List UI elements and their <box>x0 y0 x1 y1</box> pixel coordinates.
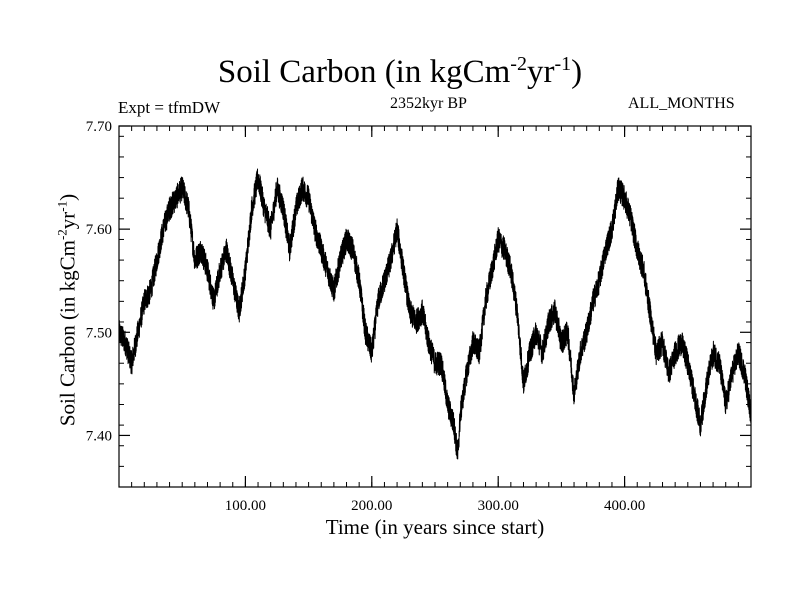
minor-ticks <box>119 126 751 487</box>
chart-subtitle: 2352kyr BP <box>390 95 467 112</box>
y-tick-label: 7.60 <box>86 222 112 238</box>
title-superscript-2: -1 <box>554 53 572 75</box>
x-tick-label: 100.00 <box>225 498 266 514</box>
plot-frame <box>118 125 752 488</box>
months-label: ALL_MONTHS <box>628 95 735 112</box>
experiment-label: Expt = tfmDW <box>118 98 221 117</box>
title-unit-yr: yr <box>526 54 555 90</box>
title-superscript-1: -2 <box>510 53 527 75</box>
y-tick-label: 7.70 <box>86 119 112 135</box>
chart-title: Soil Carbon (in kgCm-2yr-1) <box>0 54 800 91</box>
y-tick-label: 7.40 <box>86 428 112 444</box>
y-tick-label: 7.50 <box>86 325 112 341</box>
title-text: Soil Carbon (in kgCm <box>217 54 511 90</box>
series-layer <box>118 168 752 460</box>
tick-labels: 100.00 200.00 300.00 400.00 7.40 7.50 7.60 7.70 <box>86 119 645 514</box>
title-close-paren: ) <box>571 54 583 90</box>
x-tick-label: 200.00 <box>351 498 392 514</box>
x-axis-label: Time (in years since start) <box>325 515 545 539</box>
x-tick-label: 300.00 <box>478 498 519 514</box>
x-tick-label: 400.00 <box>604 498 645 514</box>
series-line <box>118 168 752 460</box>
major-ticks <box>119 125 751 487</box>
